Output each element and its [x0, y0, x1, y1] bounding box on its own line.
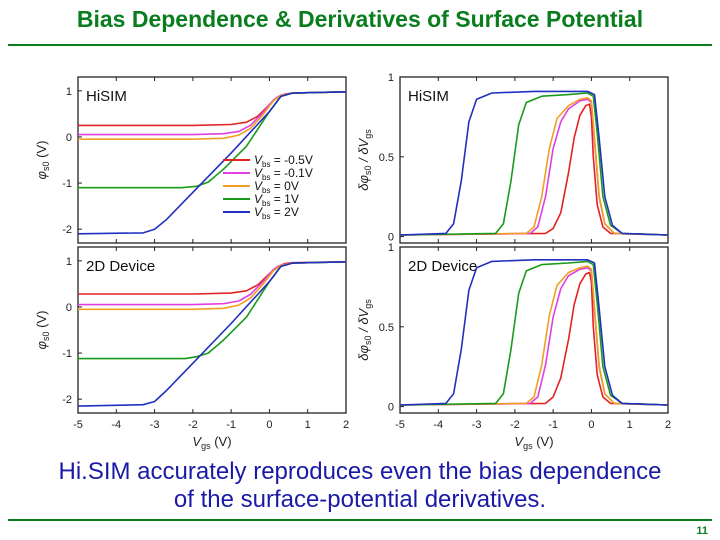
plot-frame [399, 76, 669, 244]
y-tick-label: 1 [388, 72, 394, 84]
slide-title: Bias Dependence & Derivatives of Surface… [76, 6, 644, 32]
page-number: 11 [696, 525, 708, 537]
series-line-3 [399, 97, 669, 236]
x-tick-label: 2 [665, 419, 671, 431]
series-line-1 [399, 271, 669, 406]
y-axis-label: δφs0 / δVgs [356, 299, 373, 361]
caption-line-2: of the surface-potential derivatives. [173, 486, 547, 513]
panel-label: HiSIM [86, 88, 127, 105]
y-tick-label: 1 [66, 86, 72, 98]
x-tick-label: 1 [305, 419, 311, 431]
x-tick-label: -3 [472, 419, 482, 431]
title-divider [8, 44, 712, 46]
chart-panel-deriv_hisim: 1 0.5 0 δφs0 / δVgs HiSIM [356, 72, 669, 244]
y-tick-label: -1 [62, 348, 72, 360]
x-tick-label: -5 [73, 419, 83, 431]
legend-entry: Vbs = -0.1V [254, 166, 313, 182]
panel-label: HiSIM [408, 88, 449, 105]
chart-panel-phi_2d: -5 -4 -3 -2 -1 0 1 2 Vgs (V) 1 0 -1 -2 φs0 (V) 2D Devi… [34, 246, 349, 451]
legend-entry: Vbs = 1V [254, 192, 299, 208]
series-line-4 [399, 260, 669, 406]
y-tick-label: -2 [62, 224, 72, 236]
series-line-1 [399, 103, 669, 236]
slide-caption: Hi.SIM accurately reproduces even the bi… [0, 458, 720, 514]
caption-line-1: Hi.SIM accurately reproduces even the bi… [58, 458, 662, 485]
y-axis-label: φs0 (V) [34, 141, 51, 180]
legend-entry: Vbs = 2V [254, 205, 299, 221]
y-tick-label: 0 [66, 132, 72, 144]
x-tick-label: -2 [510, 419, 520, 431]
x-tick-label: -4 [433, 419, 443, 431]
y-tick-label: 0 [66, 302, 72, 314]
y-tick-label: 0 [388, 402, 394, 414]
x-tick-label: 2 [343, 419, 349, 431]
y-axis-label: φs0 (V) [34, 311, 51, 350]
plot-frame [77, 246, 347, 414]
x-axis-label: Vgs (V) [514, 434, 553, 451]
panel-label: 2D Device [86, 258, 155, 275]
footer-divider [8, 519, 712, 521]
series-line-5 [399, 90, 669, 236]
x-tick-label: -1 [548, 419, 558, 431]
x-axis-label: Vgs (V) [192, 434, 231, 451]
legend-entry: Vbs = -0.5V [254, 153, 313, 169]
series-line-5 [399, 259, 669, 406]
x-tick-label: 0 [588, 419, 594, 431]
y-tick-label: -1 [62, 178, 72, 190]
y-tick-label: 1 [66, 256, 72, 268]
x-tick-label: -3 [150, 419, 160, 431]
y-tick-label: -2 [62, 394, 72, 406]
panel-label: 2D Device [408, 258, 477, 275]
x-tick-label: 1 [627, 419, 633, 431]
y-tick-label: 0.5 [379, 322, 394, 334]
plot-frame [399, 246, 669, 414]
x-tick-label: -5 [395, 419, 405, 431]
plot-frame [77, 76, 347, 244]
x-tick-label: -1 [226, 419, 236, 431]
legend-entry: Vbs = 0V [254, 179, 299, 195]
series-line-5 [77, 261, 347, 407]
chart-panel-deriv_2d: -5 -4 -3 -2 -1 0 1 2 Vgs (V) 1 0.5 0 δφs0 / δVgs 2D D… [356, 242, 671, 451]
x-tick-label: -2 [188, 419, 198, 431]
y-axis-label: δφs0 / δVgs [356, 129, 373, 191]
y-tick-label: 0.5 [379, 152, 394, 164]
x-tick-label: -4 [111, 419, 121, 431]
series-line-4 [399, 92, 669, 236]
x-tick-label: 0 [266, 419, 272, 431]
y-tick-label: 0 [388, 232, 394, 244]
series-line-3 [399, 265, 669, 406]
y-tick-label: 1 [388, 242, 394, 254]
series-line-5 [77, 91, 347, 235]
